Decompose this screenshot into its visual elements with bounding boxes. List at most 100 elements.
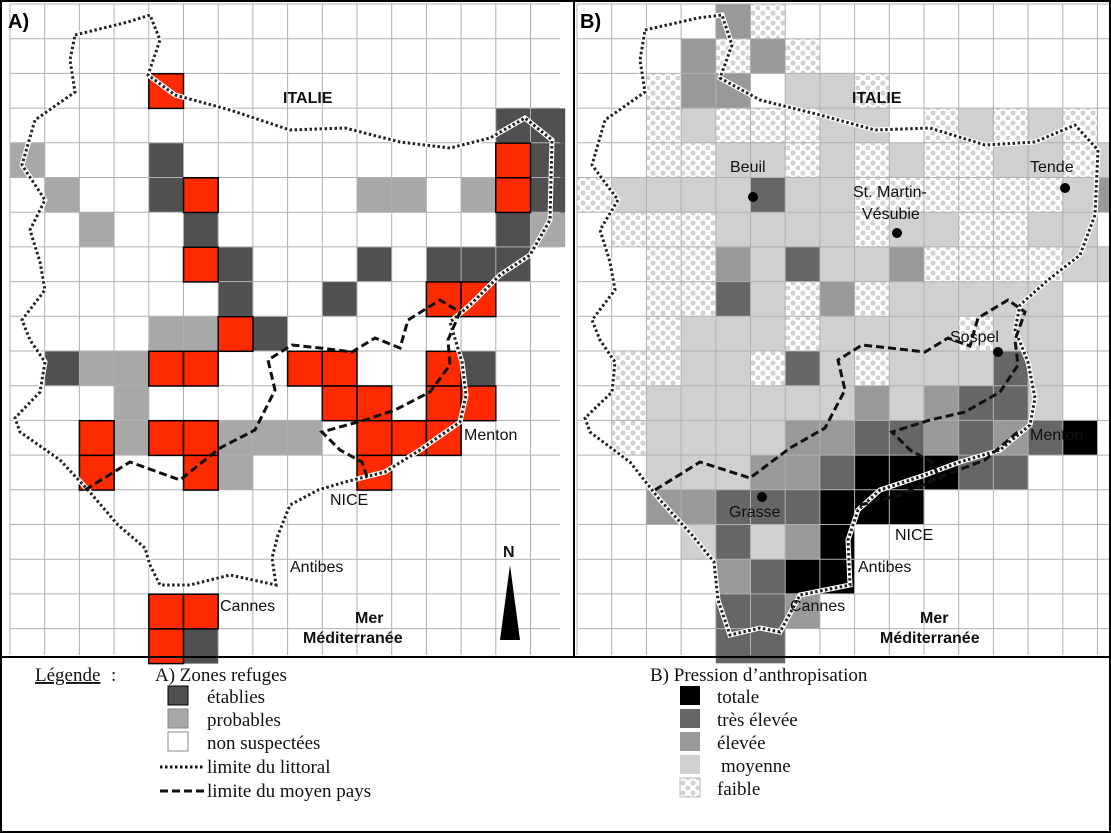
legend-swatch-non-suspectees (167, 731, 189, 752)
pressure-cell (1062, 142, 1098, 178)
pressure-cell (854, 73, 890, 109)
refuge-cell (183, 628, 219, 664)
pressure-cell (750, 559, 786, 594)
pressure-cell (611, 177, 647, 213)
refuge-highlight-cell (217, 315, 254, 353)
pressure-cell (785, 455, 820, 490)
pressure-cell (715, 351, 751, 386)
pressure-cell (924, 281, 959, 317)
pressure-cell (646, 385, 682, 421)
refuge-cell (114, 351, 149, 386)
pressure-cell (958, 420, 994, 456)
refuge-cell (530, 143, 566, 178)
label-italie-b: ITALIE (852, 90, 902, 107)
pressure-cell (889, 489, 924, 525)
pressure-cell (611, 420, 647, 456)
pressure-cell (750, 212, 786, 247)
panel-a-department-boundary (12, 11, 555, 589)
pressure-cell (646, 246, 682, 282)
pressure-cell (819, 316, 855, 351)
pressure-cell (681, 246, 716, 282)
pressure-cell (854, 177, 890, 213)
legend-swatch-tres-elevee (680, 709, 700, 728)
pressure-cell (854, 351, 890, 386)
refuge-highlight-cell (495, 177, 532, 214)
label-mediterranee-a: Méditerranée (303, 630, 403, 647)
refuge-highlight-cell (182, 419, 219, 457)
label-nice-b: NICE (895, 527, 933, 544)
pressure-cell (681, 108, 716, 143)
legend-b-item-1: très élevée (717, 710, 798, 731)
pressure-cell (750, 524, 786, 560)
refuge-highlight-cell (425, 350, 462, 387)
pressure-cell (715, 559, 751, 594)
pressure-cell (889, 385, 924, 421)
legend-b-item-4: faible (717, 779, 760, 800)
pressure-cell (993, 212, 1029, 247)
st-martin-vesubie-marker (892, 228, 902, 238)
refuge-highlight-cell (356, 385, 393, 422)
pressure-cell (958, 281, 994, 317)
pressure-cell (889, 246, 924, 282)
refuge-cell (218, 281, 253, 317)
legend-b-item-0: totale (717, 687, 759, 708)
pressure-cell (785, 559, 820, 594)
refuge-cell (44, 177, 80, 213)
refuge-cell (218, 420, 253, 456)
pressure-cell (854, 142, 890, 178)
label-beuil: Beuil (730, 159, 766, 176)
pressure-cell (1097, 142, 1111, 178)
pressure-cell (854, 385, 890, 421)
refuge-cell (183, 316, 219, 352)
label-antibes-a: Antibes (290, 559, 343, 576)
label-mediterranee-b: Méditerranée (880, 630, 980, 647)
refuge-cell (44, 351, 80, 386)
pressure-cell (854, 420, 890, 456)
refuge-highlight-cell (182, 177, 219, 214)
north-label: N (503, 544, 515, 561)
pressure-cell (681, 455, 716, 490)
pressure-cell (819, 455, 855, 490)
pressure-cell (924, 316, 959, 351)
pressure-cell (715, 212, 751, 247)
pressure-cell (646, 281, 682, 317)
pressure-cell (785, 281, 820, 317)
pressure-cell (819, 489, 855, 525)
refuge-highlight-cell (495, 142, 532, 179)
pressure-cell (958, 212, 994, 247)
pressure-cell (681, 351, 716, 386)
refuge-cell (114, 386, 149, 421)
pressure-cell (1097, 177, 1111, 213)
legend-a-line-1: limite du moyen pays (207, 781, 371, 802)
pressure-cell (958, 177, 994, 213)
refuge-highlight-cell (321, 385, 358, 422)
pressure-cell (715, 316, 751, 351)
refuge-cell (79, 351, 115, 386)
pressure-cell (993, 177, 1029, 213)
pressure-cell (611, 385, 647, 421)
pressure-cell (819, 177, 855, 213)
pressure-cell (750, 142, 786, 178)
refuge-cell (461, 247, 496, 282)
label-mer-b: Mer (920, 610, 948, 627)
pressure-cell (750, 108, 786, 143)
label-nice-a: NICE (330, 492, 368, 509)
pressure-cell (993, 455, 1029, 490)
legend-b-item-3: moyenne (721, 756, 791, 777)
legend-swatch-etablies (167, 685, 189, 706)
refuge-highlight-cell (148, 419, 185, 457)
pressure-cell (819, 246, 855, 282)
pressure-cell (715, 177, 751, 213)
refuge-highlight-cell (148, 350, 185, 387)
pressure-cell (924, 420, 959, 456)
pressure-cell (924, 212, 959, 247)
pressure-cell (854, 455, 890, 490)
label-mer-a: Mer (355, 610, 383, 627)
label-st-martin-1: St. Martin- (853, 184, 927, 201)
refuge-cell (357, 177, 392, 213)
pressure-cell (750, 281, 786, 317)
panel-b-letter: B) (580, 11, 601, 33)
pressure-cell (1028, 246, 1063, 282)
